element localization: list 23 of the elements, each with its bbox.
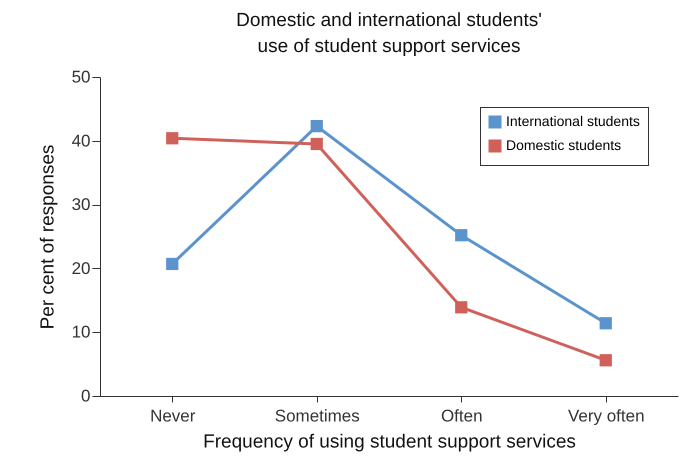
point: [600, 354, 612, 366]
x-tick-label: Sometimes: [274, 406, 360, 426]
x-tick-label: Often: [440, 406, 483, 426]
y-tick-label: 20: [72, 258, 90, 278]
point: [166, 132, 178, 144]
point: [310, 138, 323, 150]
point: [600, 317, 612, 330]
x-tick-label: Very often: [568, 406, 645, 426]
legend-label: Domestic students: [506, 137, 622, 153]
y-tick-label: 0: [81, 386, 90, 406]
point: [310, 120, 323, 132]
x-axis-title: Frequency of using student support services: [203, 432, 576, 452]
x-tick-label: Never: [150, 406, 196, 426]
y-tick-label: 40: [72, 131, 90, 150]
y-tick-label: 10: [72, 322, 90, 342]
point: [455, 301, 468, 314]
chart-title: Domestic and international students' use of student support services: [236, 10, 542, 57]
point: [455, 229, 468, 242]
y-tick-label: 50: [72, 68, 90, 86]
y-axis-title: Per cent of responses: [38, 144, 59, 330]
legend-label: International students: [506, 113, 640, 129]
y-tick-label: 30: [72, 195, 90, 214]
point: [166, 258, 178, 270]
